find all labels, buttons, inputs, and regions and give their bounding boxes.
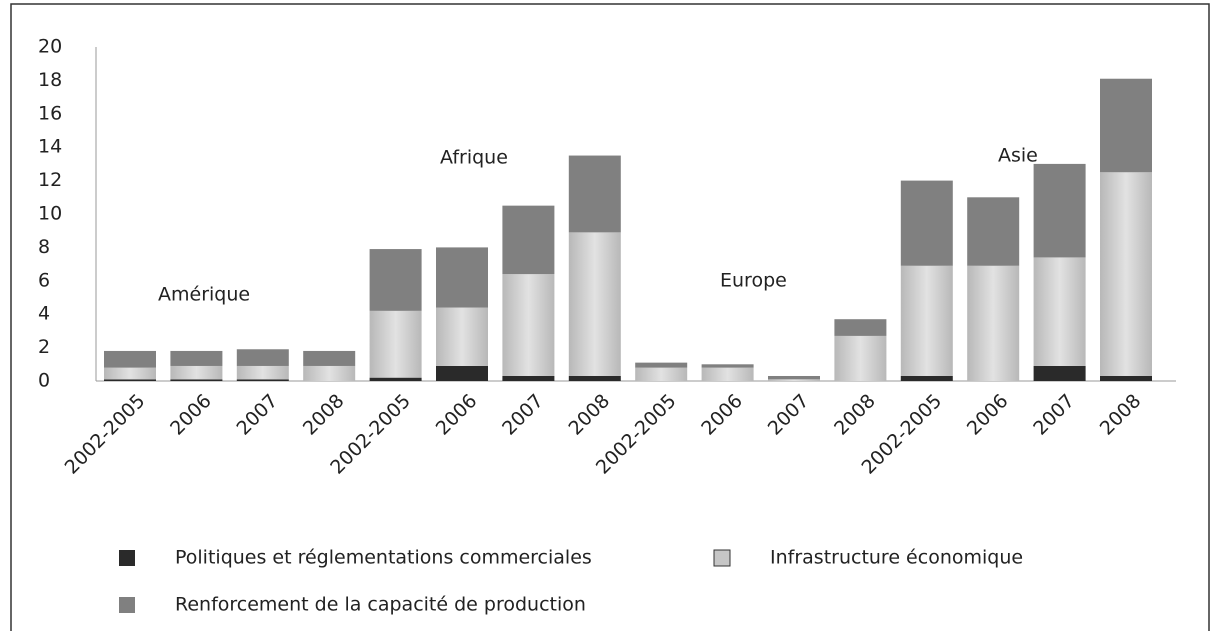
y-tick-label: 10 (38, 203, 62, 225)
bar-segment (170, 365, 223, 380)
bar-segment (568, 232, 621, 376)
x-tick-label: 2007 (498, 390, 548, 440)
y-tick-label: 0 (38, 370, 50, 392)
bar-segment (436, 365, 488, 381)
group-label: Afrique (440, 147, 508, 169)
y-tick-label: 14 (38, 136, 62, 158)
x-tick-label: 2002-2005 (61, 390, 150, 479)
bar-segment (502, 375, 555, 381)
x-tick-label: 2006 (166, 390, 216, 440)
legend-label: Renforcement de la capacité de productio… (175, 594, 586, 616)
legend-swatch (119, 597, 135, 613)
bar-segment (900, 265, 953, 376)
bar-segment (967, 197, 1020, 266)
x-tick-label: 2008 (1096, 390, 1146, 440)
bar-segment (1033, 163, 1086, 258)
legend-label: Infrastructure économique (770, 547, 1023, 569)
bar-segment (768, 379, 820, 381)
bar-segment (635, 367, 688, 381)
x-tick-label: 2008 (830, 390, 880, 440)
bar-segment (303, 350, 356, 366)
bar-segment (236, 349, 289, 366)
bar-segment (236, 379, 289, 381)
bar-segment (436, 307, 488, 366)
bar-segment (635, 362, 688, 368)
bar-segment (568, 375, 621, 381)
y-tick-label: 2 (38, 336, 50, 358)
y-tick-label: 20 (38, 36, 62, 58)
bar-segment (369, 249, 422, 311)
bar-segment (834, 335, 887, 381)
bar-segment (834, 319, 887, 336)
legend-swatch (119, 550, 135, 566)
y-tick-label: 4 (38, 303, 50, 325)
bar-segment (900, 180, 953, 266)
bar-segment (236, 365, 289, 380)
bar-segment (900, 375, 953, 381)
x-tick-label: 2006 (963, 390, 1013, 440)
group-label: Europe (720, 270, 787, 292)
legend-swatch (713, 549, 731, 567)
frame (10, 3, 1210, 631)
x-tick-label: 2008 (299, 390, 349, 440)
group-label: Asie (998, 145, 1038, 167)
x-tick-label: 2007 (232, 390, 282, 440)
bar-segment (369, 310, 422, 378)
y-tick-label: 18 (38, 69, 62, 91)
bar-segment (303, 365, 356, 381)
x-tick-label: 2007 (764, 390, 814, 440)
x-tick-label: 2006 (697, 390, 747, 440)
bar-segment (170, 379, 223, 381)
legend-label: Politiques et réglementations commercial… (175, 547, 592, 569)
bar-segment (1033, 365, 1086, 381)
bar-segment (1100, 172, 1152, 376)
bar-segment (104, 379, 156, 381)
y-tick-label: 6 (38, 269, 50, 291)
bar-segment (104, 367, 156, 380)
x-tick-label: 2006 (432, 390, 482, 440)
bar-segment (1033, 257, 1086, 366)
bar-segment (1100, 375, 1152, 381)
bar-segment (1100, 78, 1152, 173)
x-tick-label: 2007 (1029, 390, 1079, 440)
bar-segment (369, 377, 422, 381)
bar-segment (502, 274, 555, 376)
bar-segment (104, 350, 156, 368)
bar-segment (967, 265, 1020, 381)
bar-segment (502, 205, 555, 275)
bar-segment (768, 375, 820, 380)
y-tick-label: 8 (38, 236, 50, 258)
bar-segment (436, 247, 488, 308)
bar-segment (170, 350, 223, 366)
bar-segment (701, 367, 754, 381)
bar-segment (701, 364, 754, 368)
y-tick-label: 16 (38, 102, 62, 124)
x-tick-label: 2008 (564, 390, 614, 440)
y-tick-label: 12 (38, 169, 62, 191)
group-label: Amérique (158, 284, 250, 306)
bar-segment (568, 155, 621, 233)
